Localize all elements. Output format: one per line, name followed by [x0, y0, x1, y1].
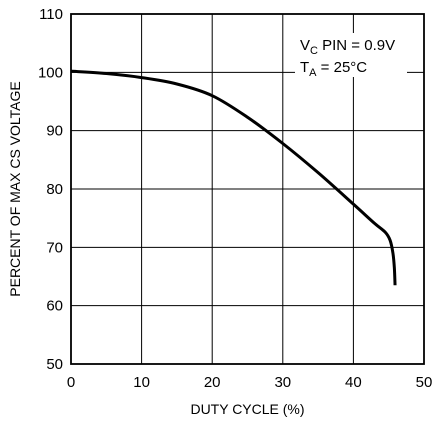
x-tick-label: 20 — [204, 374, 221, 391]
y-tick-label: 50 — [46, 356, 63, 373]
y-tick-label: 110 — [39, 6, 63, 23]
y-tick-label: 90 — [46, 123, 63, 140]
y-tick-label: 100 — [38, 64, 63, 81]
annotation-line: TA = 25°C — [300, 59, 367, 79]
y-tick-label: 60 — [46, 298, 63, 315]
x-tick-label: 10 — [133, 374, 150, 391]
x-tick-label: 50 — [416, 374, 433, 391]
plot-frame — [70, 13, 425, 365]
x-axis-title: DUTY CYCLE (%) — [190, 401, 304, 417]
series-group — [70, 69, 397, 286]
y-tick-label: 80 — [46, 181, 63, 198]
annotation-subscript: A — [309, 67, 317, 79]
annotation-background — [295, 33, 407, 77]
annotation-text: T — [300, 59, 309, 76]
y-axis-title: PERCENT OF MAX CS VOLTAGE — [7, 81, 23, 296]
x-tick-label: 40 — [345, 374, 362, 391]
y-tick-label: 70 — [46, 239, 63, 256]
x-tick-label: 0 — [67, 374, 75, 391]
x-tick-label: 30 — [274, 374, 291, 391]
annotation-text: PIN = 0.9V — [318, 37, 395, 54]
annotation-text: = 25°C — [317, 59, 368, 76]
annotation-text: V — [300, 37, 310, 54]
y-tick-labels: 50 60 70 80 90 100 110 — [38, 6, 63, 373]
annotation-line: VC PIN = 0.9V — [300, 37, 395, 57]
x-tick-labels: 0 10 20 30 40 50 — [67, 374, 433, 391]
annotation-subscript: C — [310, 45, 318, 57]
series-line — [70, 69, 397, 286]
